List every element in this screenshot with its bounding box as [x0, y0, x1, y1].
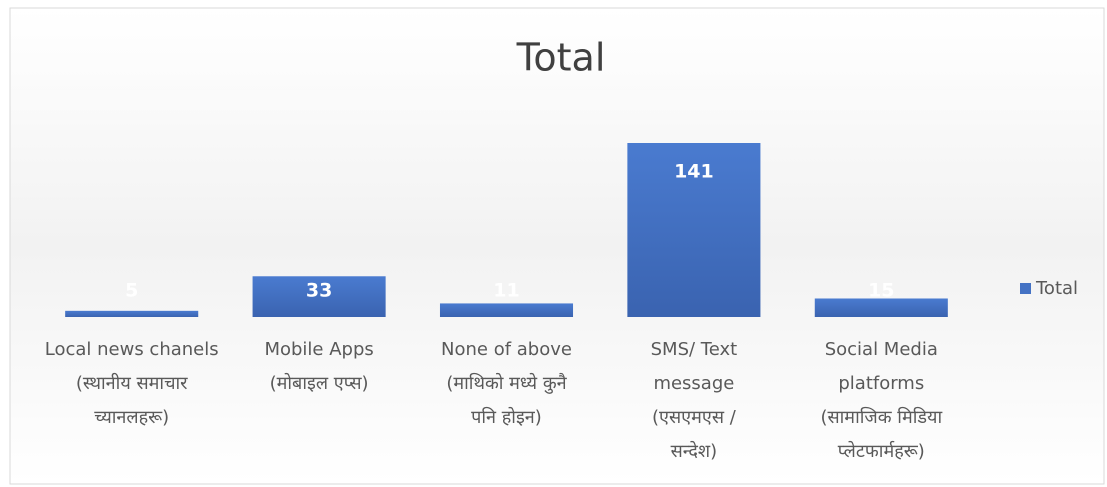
chart-area: [9, 7, 1105, 485]
x-tick-label: च्यानलहरू): [94, 407, 169, 428]
x-tick-label: (स्थानीय समाचार: [76, 372, 188, 394]
x-tick-label: (सामाजिक मिडिया: [820, 406, 942, 428]
x-tick-label: सन्देश): [671, 440, 718, 462]
x-tick-label: SMS/ Text: [651, 339, 738, 360]
bar: [814, 298, 948, 317]
data-label: 11: [493, 280, 519, 302]
x-tick-label: (माथिको मध्ये कुनै: [446, 372, 567, 394]
legend-label: Total: [1035, 278, 1078, 299]
bar: [252, 276, 386, 317]
x-tick-label: None of above: [441, 339, 572, 360]
legend-swatch: [1020, 283, 1031, 294]
data-label: 141: [674, 161, 714, 183]
x-tick-label: platforms: [838, 373, 924, 394]
x-tick-label: Local news chanels: [45, 339, 219, 360]
x-tick-label: (मोबाइल एप्स): [270, 372, 369, 394]
chart-title: Total: [516, 36, 606, 80]
x-tick-label: Mobile Apps: [264, 339, 373, 360]
data-label: 33: [306, 280, 332, 302]
data-label: 5: [125, 280, 138, 302]
bar: [627, 143, 761, 317]
x-tick-label: प्लेटफार्महरू): [838, 440, 925, 462]
x-tick-label: (एसएमएस /: [652, 407, 737, 428]
x-tick-label: message: [653, 373, 734, 394]
bar: [65, 310, 199, 317]
data-label: 15: [868, 280, 894, 302]
x-tick-label: Social Media: [825, 339, 938, 360]
bar: [439, 303, 574, 317]
x-tick-label: पनि होइन): [471, 406, 542, 428]
